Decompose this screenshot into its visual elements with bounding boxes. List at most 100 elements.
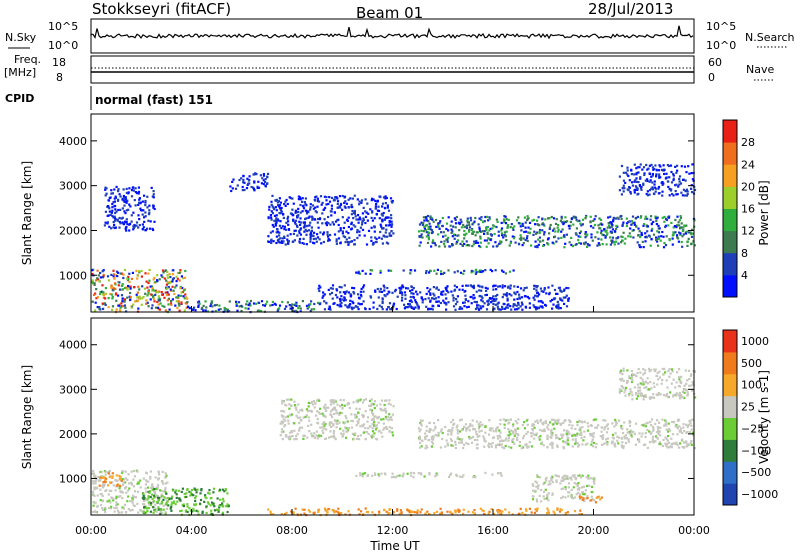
heatmap-cell-5-646 — [689, 441, 692, 444]
heatmap-cell-4-0 — [355, 474, 358, 477]
heatmap-cell-5-490 — [556, 445, 559, 449]
heatmap-cell-5-283 — [306, 224, 309, 228]
heatmap-cell-2-195 — [540, 300, 543, 303]
heatmap-cell-4-259 — [526, 215, 529, 218]
heatmap-cell-0-211 — [146, 294, 149, 297]
heatmap-cell-5-256 — [291, 240, 294, 243]
heatmap-cell-1-166 — [195, 509, 198, 512]
heatmap-cell-7-81 — [642, 166, 646, 169]
heatmap-cell-3-163 — [490, 508, 493, 511]
heatmap-cell-6-43 — [122, 194, 125, 198]
heatmap-cell-7-160 — [635, 167, 638, 170]
heatmap-cell-4-599 — [645, 235, 648, 238]
heatmap-cell-7-124 — [665, 172, 668, 175]
heatmap-cell-8-155 — [620, 379, 623, 382]
heatmap-cell-5-221 — [391, 201, 394, 204]
heatmap-cell-1-116 — [276, 309, 279, 312]
heatmap-cell-5-465 — [310, 230, 313, 233]
heatmap-cell-6-362 — [372, 435, 375, 438]
heatmap-cell-4-258 — [464, 225, 468, 228]
heatmap-cell-7-126 — [675, 183, 678, 186]
heatmap-cell-6-231 — [385, 399, 388, 402]
heatmap-cell-5-228 — [379, 230, 382, 234]
heatmap-cell-5-435 — [276, 201, 279, 204]
heatmap-cell-5-1 — [589, 434, 592, 437]
heatmap-cell-5-420 — [620, 426, 623, 430]
heatmap-cell-5-134 — [523, 434, 526, 438]
heatmap-cell-6-4 — [115, 210, 118, 213]
heatmap-cell-5-648 — [516, 432, 519, 436]
heatmap-cell-1-22 — [186, 505, 189, 508]
heatmap-cell-0-172 — [133, 496, 136, 499]
heatmap-cell-5-7 — [284, 200, 287, 203]
heatmap-cell-5-274 — [386, 206, 389, 209]
heatmap-cell-0-113 — [162, 490, 165, 493]
heatmap-cell-6-372 — [339, 399, 342, 402]
heatmap-cell-1-45 — [196, 301, 200, 304]
heatmap-cell-6-341 — [311, 403, 315, 406]
heatmap-cell-8-104 — [643, 386, 646, 389]
heatmap-cell-5-452 — [606, 427, 610, 430]
heatmap-cell-1-40 — [228, 310, 231, 313]
heatmap-cell-5-589 — [661, 444, 664, 448]
heatmap-cell-4-352 — [622, 231, 625, 234]
heatmap-cell-3-78 — [564, 512, 567, 515]
heatmap-cell-4-542 — [435, 225, 438, 228]
heatmap-cell-4-478 — [501, 234, 504, 237]
heatmap-cell-4-512 — [671, 234, 674, 237]
heatmap-cell-5-117 — [444, 445, 447, 448]
heatmap-cell-8-131 — [649, 397, 652, 400]
heatmap-cell-4-18 — [409, 474, 413, 477]
heatmap-cell-0-268 — [119, 306, 122, 309]
heatmap-cell-2-330 — [404, 297, 407, 300]
heatmap-cell-0-100 — [183, 297, 186, 300]
heatmap-cell-4-640 — [661, 230, 664, 234]
heatmap-cell-5-533 — [651, 440, 654, 443]
heatmap-cell-0-210 — [162, 271, 165, 274]
heatmap-cell-2-97 — [416, 293, 419, 296]
heatmap-cell-6-56 — [312, 435, 315, 438]
heatmap-cell-2-420 — [437, 304, 440, 307]
heatmap-cell-1-43 — [167, 504, 170, 507]
heatmap-cell-6-332 — [333, 412, 336, 416]
heatmap-cell-6-102 — [306, 436, 309, 439]
heatmap-cell-5-286 — [546, 437, 549, 440]
heatmap-cell-0-94 — [121, 491, 124, 494]
heatmap-cell-6-154 — [103, 224, 106, 227]
heatmap-cell-5-142 — [467, 426, 470, 429]
heatmap-cell-1-98 — [181, 487, 184, 490]
heatmap-cell-7-195 — [658, 169, 661, 172]
heatmap-cell-4-30 — [450, 472, 453, 475]
heatmap-cell-1-65 — [226, 308, 229, 311]
colorbar-tick-label-6: −500 — [741, 466, 771, 479]
heatmap-cell-7-161 — [628, 179, 631, 182]
heatmap-cell-4-241 — [632, 229, 635, 232]
heatmap-cell-2-284 — [447, 291, 450, 294]
heatmap-cell-5-479 — [425, 429, 428, 432]
heatmap-cell-0-87 — [112, 275, 115, 278]
heatmap-cell-5-454 — [551, 444, 554, 447]
heatmap-cell-4-53 — [491, 473, 494, 476]
heatmap-cell-0-218 — [125, 286, 128, 289]
heatmap-cell-1-134 — [157, 496, 160, 499]
heatmap-cell-5-263 — [581, 426, 584, 429]
heatmap-cell-7-92 — [637, 192, 640, 195]
heatmap-cell-8-137 — [653, 396, 656, 399]
heatmap-cell-1-158 — [179, 498, 182, 501]
heatmap-cell-4-171 — [579, 230, 582, 233]
heatmap-cell-0-337 — [165, 279, 168, 282]
heatmap-cell-8-194 — [679, 397, 682, 400]
heatmap-cell-2-214 — [472, 294, 475, 297]
heatmap-cell-4-662 — [690, 235, 694, 238]
heatmap-cell-8-105 — [660, 382, 663, 385]
heatmap-cell-5-38 — [505, 437, 508, 440]
heatmap-cell-2-434 — [364, 308, 367, 311]
heatmap-cell-5-549 — [495, 429, 498, 432]
heatmap-cell-5-99 — [287, 228, 291, 231]
heatmap-cell-4-308 — [612, 240, 615, 244]
heatmap-cell-6-99 — [280, 414, 283, 417]
heatmap-cell-1-33 — [173, 500, 176, 503]
heatmap-cell-4-407 — [485, 227, 488, 230]
heatmap-cell-2-324 — [444, 302, 447, 305]
heatmap-cell-5-198 — [334, 220, 338, 223]
